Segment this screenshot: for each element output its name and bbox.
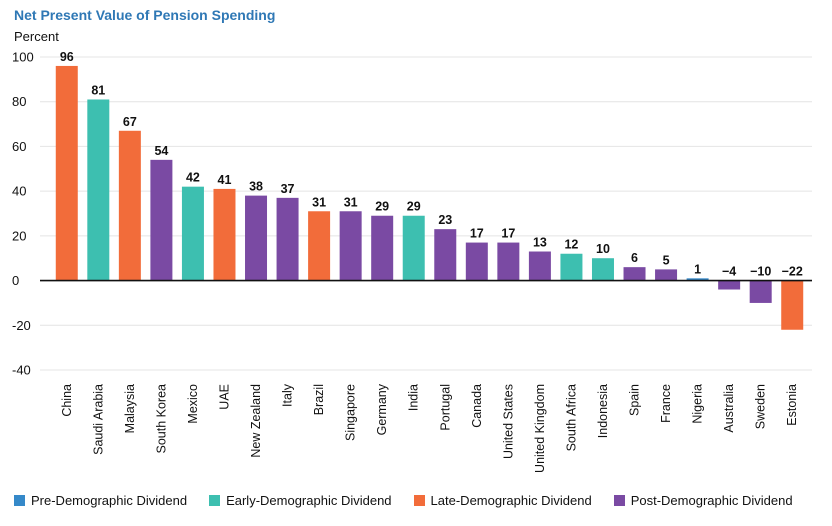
x-tick-label: Nigeria (691, 384, 705, 424)
x-tick-label: India (407, 384, 421, 411)
x-tick-label: Brazil (312, 384, 326, 415)
y-axis-label: Percent (14, 29, 59, 44)
legend: Pre-Demographic Dividend Early-Demographi… (14, 491, 815, 509)
bar (655, 269, 678, 281)
data-label: 41 (218, 173, 232, 187)
plot-area: -40 -20 0 20 40 60 80 100 96 China 81 Saudi Arabia 6… (12, 50, 812, 473)
legend-item: Late-Demographic Dividend (413, 492, 592, 508)
data-label: 17 (501, 227, 515, 241)
x-tick-label: France (659, 384, 673, 423)
bar (181, 186, 204, 281)
legend-item: Pre-Demographic Dividend (14, 493, 187, 508)
data-label: 6 (631, 251, 638, 265)
data-label: 54 (154, 144, 168, 158)
data-label: −22 (782, 265, 803, 279)
legend-label: Early-Demographic Dividend (226, 492, 392, 508)
x-tick-label: Portugal (438, 384, 452, 431)
x-tick-label: Australia (722, 384, 736, 433)
y-tick-label: 0 (12, 273, 19, 288)
data-label: 42 (186, 171, 200, 185)
bar (749, 280, 772, 303)
y-tick-label: 60 (12, 139, 26, 154)
bar (528, 251, 551, 281)
x-tick-label: United States (501, 384, 515, 459)
bar (308, 211, 331, 281)
bar (718, 280, 741, 290)
x-tick-label: New Zealand (249, 384, 263, 458)
bar (371, 215, 394, 281)
data-label: 17 (470, 227, 484, 241)
bar (465, 242, 488, 281)
data-label: 31 (312, 195, 326, 209)
x-tick-label: Italy (281, 383, 295, 407)
x-tick-label: Sweden (754, 384, 768, 429)
data-label: 5 (663, 253, 670, 267)
legend-label: Post-Demographic Dividend (630, 492, 793, 508)
data-label: 13 (533, 236, 547, 250)
bar (339, 211, 362, 281)
legend-item: Early-Demographic Dividend (209, 492, 392, 508)
x-tick-label: Spain (628, 384, 642, 416)
data-label: 12 (564, 238, 578, 252)
bar (213, 188, 236, 281)
bar (150, 159, 173, 281)
data-label: −4 (722, 265, 736, 279)
x-tick-label: South Korea (154, 384, 168, 454)
y-tick-label: 20 (12, 228, 26, 243)
x-tick-label: Estonia (785, 384, 799, 426)
bar (623, 267, 646, 281)
y-tick-label: -40 (12, 363, 31, 378)
bar (591, 258, 614, 281)
bar (560, 253, 583, 281)
legend-swatch (413, 494, 425, 506)
data-label: 1 (694, 262, 701, 276)
y-tick-label: 40 (12, 184, 26, 199)
x-tick-label: Germany (375, 383, 389, 435)
data-label: 81 (91, 83, 105, 97)
x-tick-label: Malaysia (123, 384, 137, 433)
data-label: 10 (596, 242, 610, 256)
data-label: −10 (750, 265, 771, 279)
data-label: 29 (375, 200, 389, 214)
legend-label: Late-Demographic Dividend (430, 492, 592, 508)
bar (118, 130, 141, 281)
data-label: 31 (344, 195, 358, 209)
y-tick-label: 80 (12, 94, 26, 109)
data-label: 67 (123, 115, 137, 129)
x-tick-label: United Kingdom (533, 384, 547, 473)
chart-title: Net Present Value of Pension Spending (14, 7, 276, 23)
data-label: 38 (249, 180, 263, 194)
x-tick-label: South Africa (564, 384, 578, 451)
legend-item: Post-Demographic Dividend (613, 492, 793, 508)
legend-swatch (613, 494, 625, 506)
x-tick-label: UAE (217, 384, 231, 410)
bar (87, 99, 110, 281)
data-label: 96 (60, 50, 74, 64)
data-label: 29 (407, 200, 421, 214)
bar (686, 278, 709, 281)
x-tick-label: Saudi Arabia (91, 384, 105, 455)
x-tick-label: Indonesia (596, 384, 610, 438)
legend-swatch (14, 494, 25, 506)
x-tick-label: Singapore (344, 384, 358, 441)
data-label: 23 (438, 213, 452, 227)
bar (245, 195, 268, 281)
bar (781, 280, 804, 330)
x-tick-label: Canada (470, 384, 484, 428)
bar (497, 242, 520, 281)
bar (434, 229, 457, 281)
bar (55, 65, 78, 281)
x-tick-label: China (60, 384, 74, 417)
y-tick-label: -20 (12, 318, 31, 333)
legend-label: Pre-Demographic Dividend (31, 492, 188, 508)
data-label: 37 (281, 182, 295, 196)
x-tick-label: Mexico (186, 384, 200, 424)
bar (402, 215, 425, 281)
legend-swatch (209, 494, 221, 506)
y-tick-label: 100 (12, 50, 34, 65)
bar (276, 197, 299, 281)
